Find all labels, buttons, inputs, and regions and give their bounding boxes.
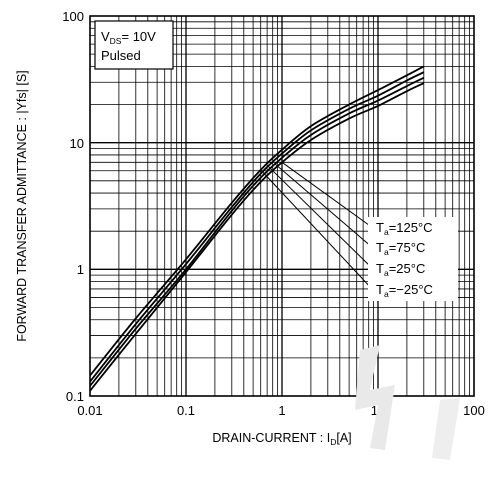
x-tick-label: 100: [463, 403, 485, 418]
y-tick-label: 0.1: [66, 389, 84, 404]
x-tick-label: 1: [278, 403, 285, 418]
x-tick-label: 0.01: [77, 403, 102, 418]
legend-leader-lines: [260, 161, 374, 291]
y-tick-label: 100: [62, 9, 84, 24]
legend-label-minus25c: Ta=−25°C: [376, 282, 433, 299]
y-tick-label: 10: [70, 136, 84, 151]
series-line: [89, 71, 425, 383]
series-line: [89, 77, 425, 387]
condition-note-box: [94, 20, 174, 70]
y-axis-label: FORWARD TRANSFER ADMITTANCE : |Yfs| [S]: [15, 70, 29, 341]
x-tick-label: 0.1: [177, 403, 195, 418]
series-line: [89, 82, 425, 392]
legend-leader-line: [267, 166, 374, 270]
legend-label-125c: Ta=125°C: [376, 220, 433, 237]
chart-curves: [89, 65, 425, 392]
legend: Ta=125°C Ta=75°C Ta=25°C Ta=−25°C: [368, 217, 458, 301]
forward-transfer-admittance-chart: 100 10 1 0.1 0.01 0.1 1 10 100 DRAIN-CUR…: [15, 9, 485, 447]
condition-pulsed: Pulsed: [101, 48, 141, 63]
legend-leader-line: [281, 161, 374, 229]
plot-frame: [89, 15, 475, 397]
condition-vds: VDS= 10V: [101, 29, 156, 46]
legend-label-75c: Ta=75°C: [376, 240, 425, 257]
x-tick-label: 10: [371, 403, 385, 418]
legend-leader-line: [260, 169, 374, 291]
x-axis-label: DRAIN-CURRENT : ID[A]: [212, 431, 351, 447]
chart-grid: [90, 16, 474, 396]
series-line: [89, 65, 425, 377]
legend-leader-line: [274, 163, 374, 249]
y-tick-label: 1: [77, 262, 84, 277]
legend-label-25c: Ta=25°C: [376, 261, 425, 278]
